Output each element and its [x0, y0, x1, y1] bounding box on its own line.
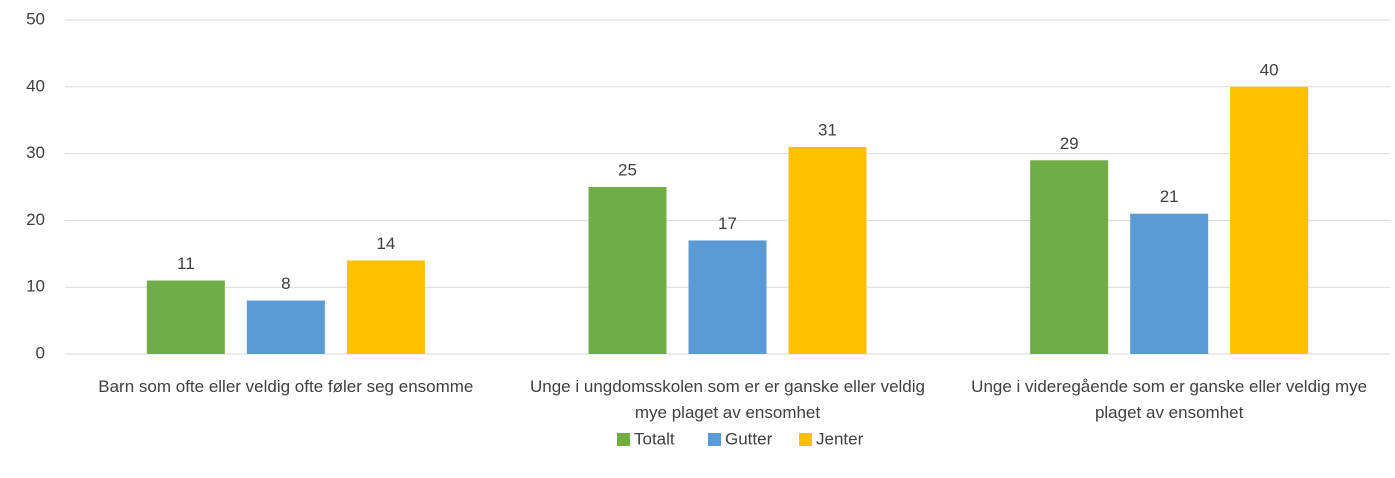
data-label: 31 — [818, 120, 837, 139]
legend-label: Jenter — [816, 429, 864, 448]
data-label: 8 — [281, 274, 290, 293]
bar — [1030, 160, 1109, 354]
bar — [146, 280, 225, 354]
data-label: 25 — [618, 160, 637, 179]
data-label: 40 — [1260, 60, 1279, 79]
data-label: 17 — [718, 214, 737, 233]
legend-label: Totalt — [634, 429, 675, 448]
bar — [246, 300, 325, 354]
x-tick-label: Unge i videregående som er ganske eller … — [971, 377, 1368, 422]
bar — [1230, 86, 1309, 355]
x-tick-label: Unge i ungdomsskolen som er er ganske el… — [530, 377, 925, 422]
y-tick-label: 0 — [36, 343, 45, 362]
y-tick-label: 10 — [26, 277, 45, 296]
legend-label: Gutter — [725, 429, 773, 448]
y-tick-label: 40 — [26, 76, 45, 95]
legend-swatch — [708, 433, 721, 446]
legend-swatch — [799, 433, 812, 446]
legend-swatch — [617, 433, 630, 446]
data-label: 14 — [376, 234, 395, 253]
y-tick-label: 50 — [26, 9, 45, 28]
y-tick-label: 30 — [26, 143, 45, 162]
data-label: 21 — [1160, 187, 1179, 206]
bar — [346, 260, 425, 354]
y-tick-label: 20 — [26, 210, 45, 229]
bar — [588, 187, 667, 354]
bar — [688, 240, 767, 354]
data-label: 29 — [1060, 134, 1079, 153]
bar — [1130, 213, 1209, 354]
data-label: 11 — [177, 254, 195, 273]
bar — [788, 146, 867, 354]
x-tick-label: Barn som ofte eller veldig ofte føler se… — [98, 377, 474, 396]
